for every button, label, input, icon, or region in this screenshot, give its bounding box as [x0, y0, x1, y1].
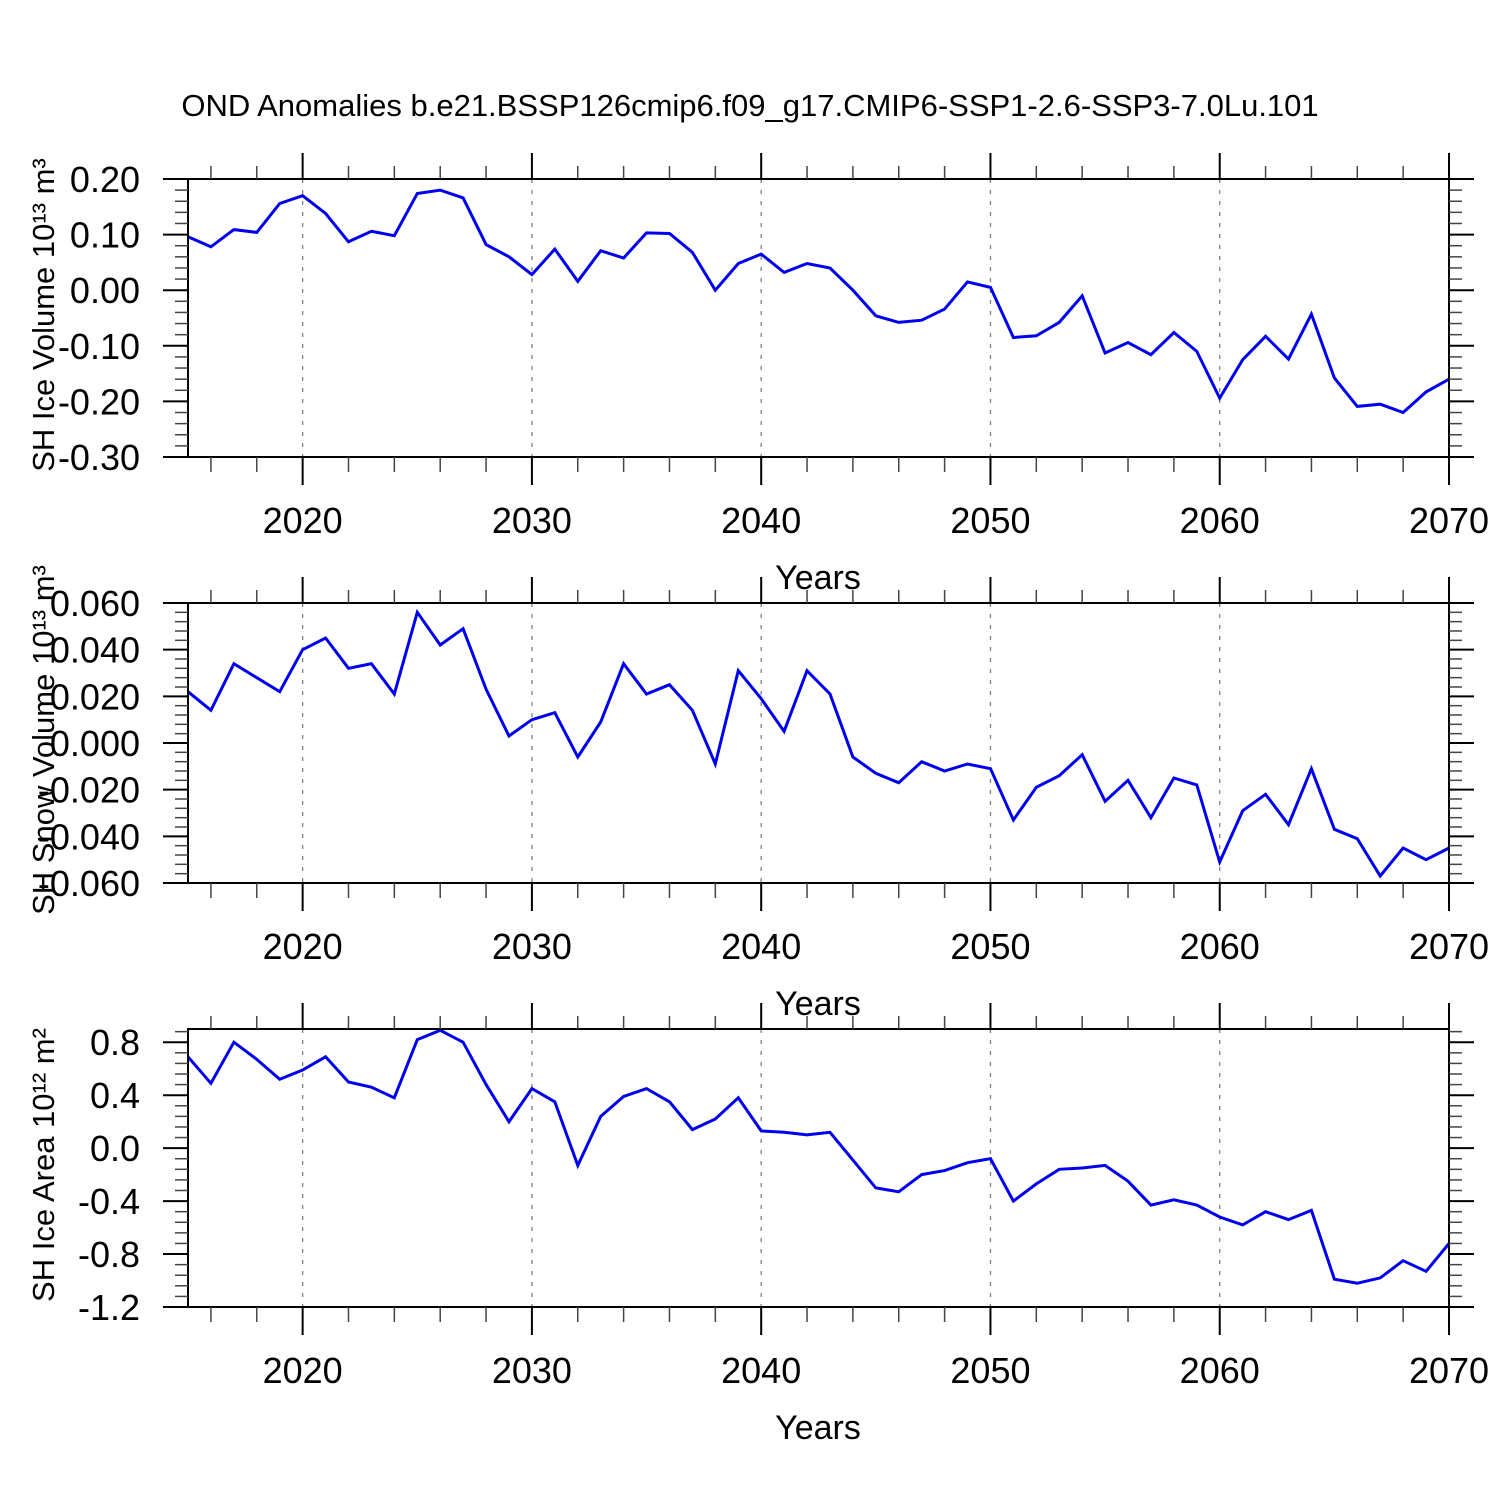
- x-tick-label: 2070: [1409, 926, 1489, 967]
- gridlines: [301, 179, 1221, 457]
- y-axis-title-text: SH Snow Volume 10¹³ m³: [26, 565, 61, 915]
- x-tick-label: 2040: [721, 926, 801, 967]
- x-tick-label: 2060: [1180, 926, 1260, 967]
- x-tick-label: 2050: [950, 500, 1030, 541]
- ticks: [163, 1003, 1474, 1335]
- x-axis-title-panel-1: Years: [775, 559, 861, 597]
- plot-border: [187, 602, 1450, 884]
- x-tick-label: 2060: [1180, 1350, 1260, 1391]
- x-tick-label: 2050: [950, 926, 1030, 967]
- x-tick-label: 2070: [1409, 1350, 1489, 1391]
- y-tick-label: 0.000: [50, 723, 140, 764]
- x-tick-label: 2050: [950, 1350, 1030, 1391]
- x-tick-label: 2030: [492, 926, 572, 967]
- y-tick-label: 0.4: [90, 1075, 140, 1116]
- x-tick-label: 2070: [1409, 500, 1489, 541]
- x-tick-label: 2030: [492, 1350, 572, 1391]
- y-axis-title-text: SH Ice Volume 10¹³ m³: [26, 158, 61, 472]
- ticks: [163, 577, 1474, 911]
- y-tick-label: 0.040: [50, 630, 140, 671]
- x-tick-label: 2020: [263, 500, 343, 541]
- x-tick-label: 2040: [721, 500, 801, 541]
- y-axis-title-snow-volume: SH Snow Volume 10¹³ m³: [26, 520, 62, 960]
- plot-border: [187, 178, 1450, 458]
- y-tick-label: -0.040: [38, 816, 140, 857]
- y-axis-title-text: SH Ice Area 10¹² m²: [26, 1028, 61, 1302]
- y-tick-label: -0.10: [58, 326, 140, 367]
- panel-sh-ice-volume: 0.20 0.10 0.00 -0.10 -0.20 -0.30 2020 2030 2040 2…: [58, 153, 1489, 541]
- x-tick-label: 2060: [1180, 500, 1260, 541]
- x-tick-label: 2020: [263, 1350, 343, 1391]
- y-tick-label: 0.00: [70, 270, 140, 311]
- y-axis-title-ice-volume: SH Ice Volume 10¹³ m³: [26, 95, 62, 535]
- y-tick-label: 0.8: [90, 1022, 140, 1063]
- y-tick-label: 0.20: [70, 159, 140, 200]
- x-tick-label: 2030: [492, 500, 572, 541]
- y-tick-label: -1.2: [78, 1287, 140, 1328]
- x-tick-label: 2020: [263, 926, 343, 967]
- gridlines: [301, 1029, 1221, 1307]
- x-tick-label: 2040: [721, 1350, 801, 1391]
- y-tick-label: -0.020: [38, 770, 140, 811]
- panel-sh-ice-area: 0.8 0.4 0.0 -0.4 -0.8 -1.2 2020 2030 2040 2050 206…: [78, 1003, 1489, 1391]
- y-tick-label: -0.060: [38, 863, 140, 904]
- plot-border: [187, 1028, 1450, 1308]
- y-tick-label: -0.20: [58, 381, 140, 422]
- figure-title: OND Anomalies b.e21.BSSP126cmip6.f09_g17…: [181, 88, 1319, 123]
- sh-ice-volume-line: [187, 188, 1450, 415]
- y-tick-label: 0.060: [50, 583, 140, 624]
- sh-snow-volume-line: [187, 608, 1450, 879]
- x-axis-title-panel-2: Years: [775, 985, 861, 1023]
- y-tick-label: 0.0: [90, 1128, 140, 1169]
- panel-sh-snow-volume: 0.060 0.040 0.020 0.000 -0.020 -0.040 -0.060 20…: [38, 577, 1489, 967]
- y-axis-title-ice-area: SH Ice Area 10¹² m²: [26, 945, 62, 1385]
- x-axis-title-panel-3: Years: [775, 1409, 861, 1447]
- y-tick-label: -0.30: [58, 437, 140, 478]
- y-tick-label: -0.4: [78, 1181, 140, 1222]
- y-tick-label: -0.8: [78, 1234, 140, 1275]
- y-tick-label: 0.020: [50, 676, 140, 717]
- sh-ice-area-line: [186, 1028, 1451, 1285]
- ticks: [163, 153, 1474, 485]
- y-tick-label: 0.10: [70, 215, 140, 256]
